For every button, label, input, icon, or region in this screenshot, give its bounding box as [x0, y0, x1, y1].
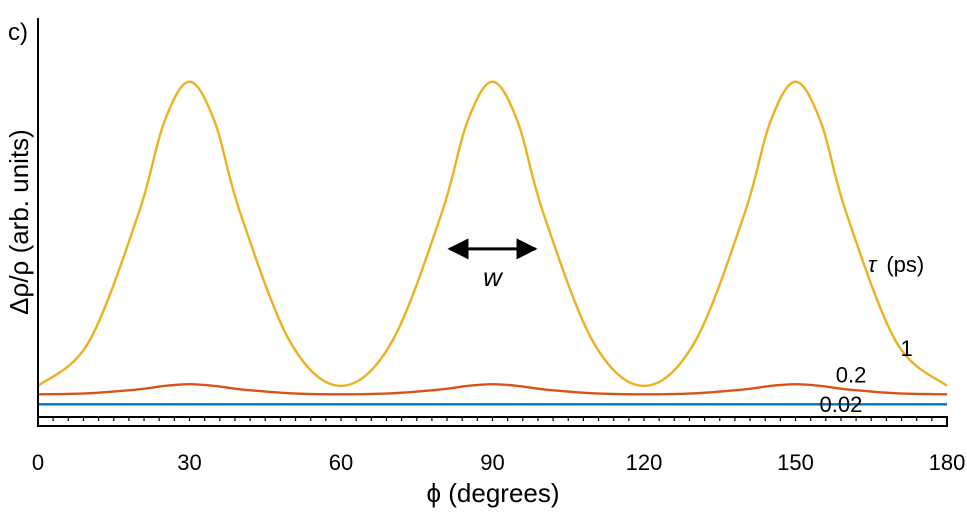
curve-label-3: 0.02	[820, 392, 863, 417]
x-tick-label: 0	[32, 450, 44, 475]
panel-label: c)	[8, 19, 28, 46]
series-line-1	[37, 80, 948, 388]
x-tick-label: 150	[777, 450, 814, 475]
series-line-2	[37, 382, 948, 396]
x-tick-label: 30	[177, 450, 201, 475]
x-minor-ticks	[37, 417, 948, 421]
width-label: w	[483, 262, 504, 292]
curve-label-1: 1	[900, 336, 912, 361]
svg-text:τ (ps): τ (ps)	[868, 252, 924, 277]
width-annotation: w	[447, 238, 538, 292]
curve-labels: 1 0.2 0.02	[820, 336, 913, 417]
axes-group: 0 30 60 90 120 150 180	[32, 18, 965, 475]
y-axis-title: Δρ/ρ (arb. units)	[4, 129, 34, 315]
x-tick-label: 90	[480, 450, 504, 475]
curve-label-2: 0.2	[836, 363, 867, 388]
legend-title: τ (ps)	[868, 252, 924, 277]
x-tick-label: 180	[929, 450, 966, 475]
legend-tau-symbol: τ	[868, 252, 878, 277]
legend-unit: (ps)	[886, 252, 924, 277]
x-tick-label: 60	[329, 450, 353, 475]
x-axis-title: ϕ (degrees)	[426, 478, 559, 508]
x-tick-labels: 0 30 60 90 120 150 180	[32, 450, 965, 475]
curves-group	[37, 80, 948, 406]
x-tick-label: 120	[626, 450, 663, 475]
